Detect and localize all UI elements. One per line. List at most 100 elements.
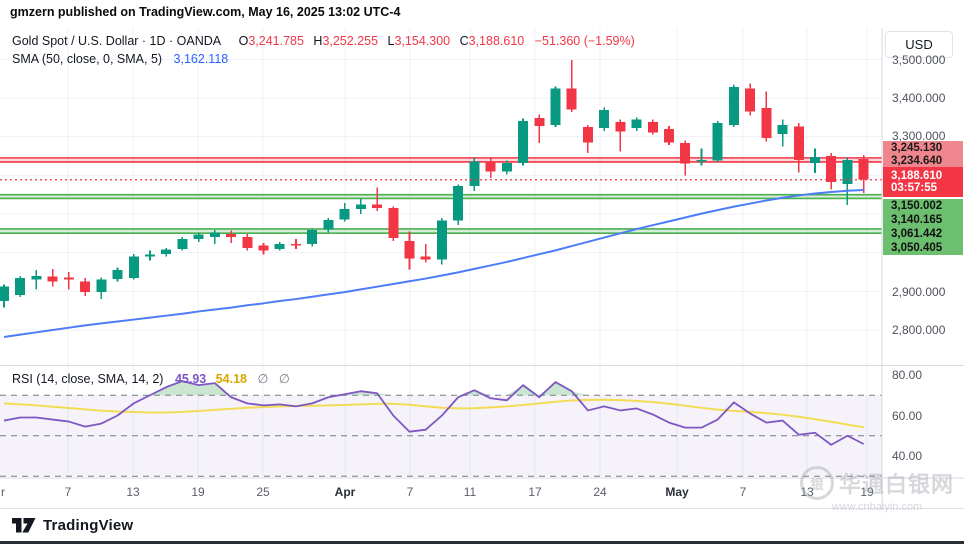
candle (307, 230, 318, 245)
candle (372, 204, 383, 209)
footer: TradingView (0, 508, 964, 541)
time-axis[interactable]: r 7 13 19 25 Apr 7 11 17 24 May 7 13 19 (0, 478, 964, 508)
time-tick: 13 (126, 485, 140, 499)
candle (161, 249, 172, 255)
currency-label: USD (905, 37, 933, 52)
time-tick: 7 (739, 485, 747, 499)
rsi-label: RSI (14, close, SMA, 14, 2) (12, 372, 164, 386)
time-tick: 25 (256, 485, 270, 499)
candle (63, 277, 74, 280)
price-axis-label: 3,500.000 (892, 53, 946, 67)
currency-button[interactable]: USD (885, 31, 953, 58)
price-line-badge: 3,140.165 (883, 213, 963, 227)
candle (436, 220, 447, 260)
candle (745, 88, 756, 112)
candle (761, 108, 772, 139)
price-line-badge: 3,061.442 (883, 227, 963, 241)
candle (826, 156, 837, 182)
price-axis-label: 2,900.000 (892, 285, 946, 299)
rsi-axis-label: 80.00 (892, 368, 923, 382)
time-tick: May (665, 485, 689, 499)
candle (274, 244, 285, 249)
candle (355, 204, 366, 209)
close-label: C (459, 34, 469, 48)
price-line-badge: 3,050.405 (883, 241, 963, 255)
candle (615, 121, 626, 132)
low-value: 3,154.300 (394, 34, 451, 48)
candle (680, 143, 691, 164)
sma-label: SMA (50, close, 0, SMA, 5) (12, 52, 163, 66)
watermark: 银 华通白银网 www.cnbaiyin.com (792, 466, 962, 513)
candle (728, 87, 739, 126)
time-tick: 7 (64, 485, 72, 499)
time-tick: 11 (463, 485, 477, 499)
candle (501, 162, 512, 172)
candle (47, 276, 58, 282)
rsi-ma-value: 54.18 (215, 372, 247, 386)
candle (599, 109, 610, 129)
price-line-badge: 3,245.130 (883, 141, 963, 154)
open-value: 3,241.785 (248, 34, 304, 48)
symbol-legend[interactable]: Gold Spot / U.S. Dollar · 1D · OANDA O3,… (12, 34, 635, 48)
change-value: −51.360 (−1.59%) (534, 34, 635, 48)
candle (469, 161, 480, 187)
candle (664, 128, 675, 143)
candle (404, 241, 415, 259)
candle (712, 123, 723, 161)
candle (96, 279, 107, 293)
candle (453, 186, 464, 221)
candle (793, 126, 804, 160)
candle (534, 118, 545, 127)
price-axis[interactable]: USD 3,500.000 3,400.000 3,300.000 2,900.000… (883, 28, 964, 478)
time-tick: 17 (528, 485, 542, 499)
sma-legend[interactable]: SMA (50, close, 0, SMA, 5) 3,162.118 (12, 52, 228, 66)
candle (420, 256, 431, 260)
price-axis-label: 2,800.000 (892, 323, 946, 337)
candle (0, 286, 9, 301)
candle (323, 220, 334, 230)
candle (777, 125, 788, 134)
published-text: gmzern published on TradingView.com, May… (10, 5, 401, 19)
symbol-title[interactable]: Gold Spot / U.S. Dollar · 1D · OANDA (12, 34, 222, 48)
rsi-value: 45.93 (174, 372, 207, 386)
time-tick: Apr (334, 485, 356, 499)
watermark-text: 华通白银网 (838, 472, 954, 497)
candle (810, 157, 820, 163)
time-tick: 19 (191, 485, 205, 499)
candle (144, 254, 155, 257)
candle (842, 159, 853, 185)
candle (858, 159, 869, 180)
candle (31, 275, 42, 280)
candle (550, 88, 561, 126)
tradingview-logo-icon[interactable] (12, 517, 36, 533)
candle (339, 208, 350, 220)
rsi-axis-label: 60.00 (892, 409, 923, 423)
candle (226, 234, 237, 238)
rsi-empty-value-2: ∅ (278, 372, 290, 386)
price-line-badge: 3,234.640 (883, 154, 963, 167)
price-axis-label: 3,300.000 (892, 129, 946, 143)
candle (209, 232, 220, 238)
candle (566, 88, 577, 110)
candle (696, 159, 707, 162)
rsi-legend[interactable]: RSI (14, close, SMA, 14, 2) 45.93 54.18 … (12, 371, 290, 386)
time-tick: 24 (593, 485, 607, 499)
close-value: 3,188.610 (468, 34, 525, 48)
candle (582, 127, 593, 143)
watermark-logo-icon: 银 (799, 466, 834, 500)
time-tick: 7 (406, 485, 414, 499)
price-axis-label: 3,400.000 (892, 91, 946, 105)
tradingview-brand[interactable]: TradingView (43, 516, 134, 534)
high-value: 3,252.255 (322, 34, 379, 48)
candle (80, 281, 91, 293)
open-label: O (238, 34, 249, 48)
high-label: H (313, 34, 323, 48)
time-tick: r (1, 485, 5, 499)
candle (485, 161, 496, 172)
candle (242, 237, 253, 249)
candle (193, 234, 204, 240)
watermark-url: www.cnbaiyin.com (831, 501, 923, 513)
rsi-axis-label: 40.00 (892, 449, 923, 463)
